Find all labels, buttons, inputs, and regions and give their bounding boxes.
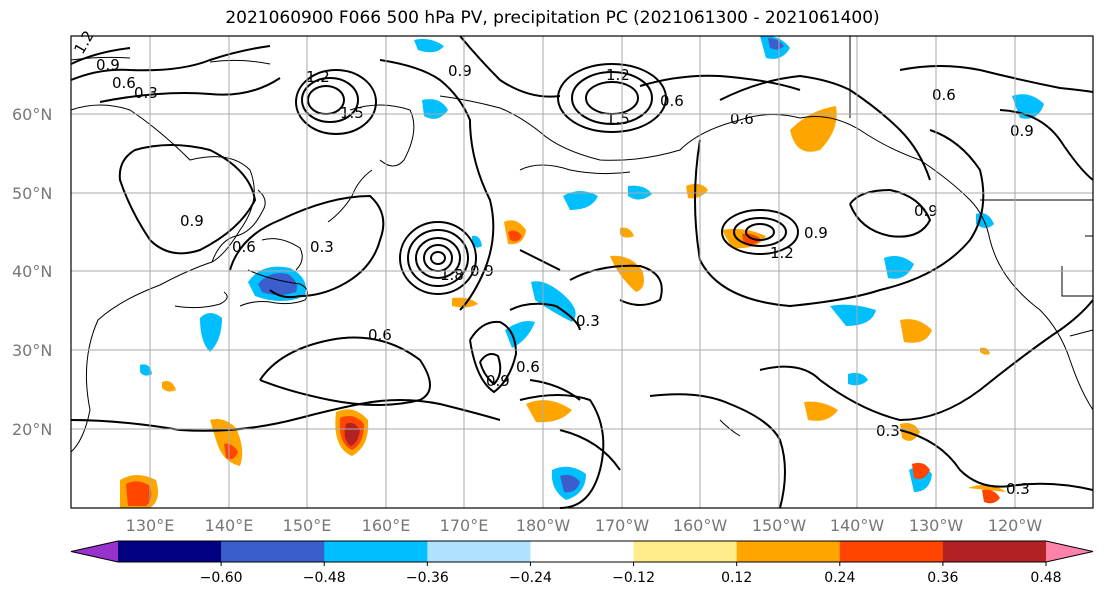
contour-label: 0.3 [134,84,158,102]
lon-label: 170°W [595,516,650,535]
colorbar-segment [839,541,944,562]
contour-label: 1.2 [306,68,330,86]
contour-label: 1.2 [770,244,794,262]
colorbar-segment [221,541,325,562]
colorbar-tick-label: 0.36 [927,570,958,586]
colorbar-tick-label: −0.36 [406,570,449,586]
map-title: 2021060900 F066 500 hPa PV, precipitatio… [225,8,880,28]
contour-label: 0.6 [112,74,136,92]
lon-label: 170°E [440,516,489,535]
contour-label: 0.6 [232,238,256,256]
contour-label: 1.2 [606,66,630,84]
colorbar-ticks: −0.60 −0.48 −0.36 −0.24 −0.12 0.12 0.24 0.36 0.4… [200,562,1062,586]
coastlines [70,36,1094,453]
lat-label: 40°N [12,262,52,281]
lon-label: 180°W [516,516,571,535]
colorbar-tick-label: −0.60 [200,570,243,586]
colorbar-segment [530,541,635,562]
contour-label: 0.3 [310,238,334,256]
colorbar-extend-high [1046,541,1093,562]
contour-label: 0.9 [180,212,204,230]
lon-label: 160°E [362,516,411,535]
contour-label: 0.6 [516,358,540,376]
lon-label: 150°W [752,516,807,535]
colorbar-segment [942,541,1047,562]
colorbar-segment [736,541,841,562]
lon-label: 130°W [909,516,964,535]
colorbar-segment [324,541,428,562]
lat-label: 50°N [12,184,52,203]
colorbar-tick-label: 0.48 [1030,570,1061,586]
lon-label: 130°E [126,516,175,535]
contour-label: 0.9 [804,224,828,242]
gridlines [71,36,1093,508]
map-frame [70,35,1094,509]
contour-label: 0.6 [368,326,392,344]
colorbar [70,540,1094,563]
colorbar-outline [70,540,1094,563]
colorbar-extend-low [71,541,118,562]
contour-label: 1.5 [340,104,364,122]
lon-label: 160°W [673,516,728,535]
contour-label: 0.6 [932,86,956,104]
lon-label: 140°E [205,516,254,535]
colorbar-segment [427,541,531,562]
lat-labels: 60°N 50°N 40°N 30°N 20°N [12,105,52,439]
contour-label: 0.3 [876,422,900,440]
pv-contours [70,35,1094,509]
contour-label: 0.9 [914,202,938,220]
contour-label: 0.3 [576,312,600,330]
lat-label: 30°N [12,341,52,360]
colorbar-tick-label: 0.12 [721,570,752,586]
colorbar-tick-label: 0.24 [824,570,855,586]
lon-labels: 130°E 140°E 150°E 160°E 170°E 180°W 170°… [126,516,1043,535]
lat-label: 60°N [12,105,52,124]
contour-label: 1.5 [606,110,630,128]
contour-label: 0.9 [486,372,510,390]
contour-label: 0.9 [1010,122,1034,140]
colorbar-segment [633,541,738,562]
contour-label: 1.8 [440,266,464,284]
lat-label: 20°N [12,420,52,439]
colorbar-segment [118,541,222,562]
contour-label: 0.9 [96,56,120,74]
colorbar-tick-label: −0.48 [303,570,346,586]
lon-label: 150°E [283,516,332,535]
colorbar-tick-label: −0.24 [509,570,552,586]
lon-label: 140°W [830,516,885,535]
contour-label: 0.6 [730,110,754,128]
contour-label: 0.9 [448,62,472,80]
contour-labels: 1.2 0.9 0.6 0.3 1.2 1.5 0.9 1.2 1.5 0.6 … [70,28,1034,498]
contour-label: 0.6 [660,92,684,110]
colorbar-tick-label: −0.12 [612,570,655,586]
lon-label: 120°W [988,516,1043,535]
contour-label: 0.3 [1006,480,1030,498]
